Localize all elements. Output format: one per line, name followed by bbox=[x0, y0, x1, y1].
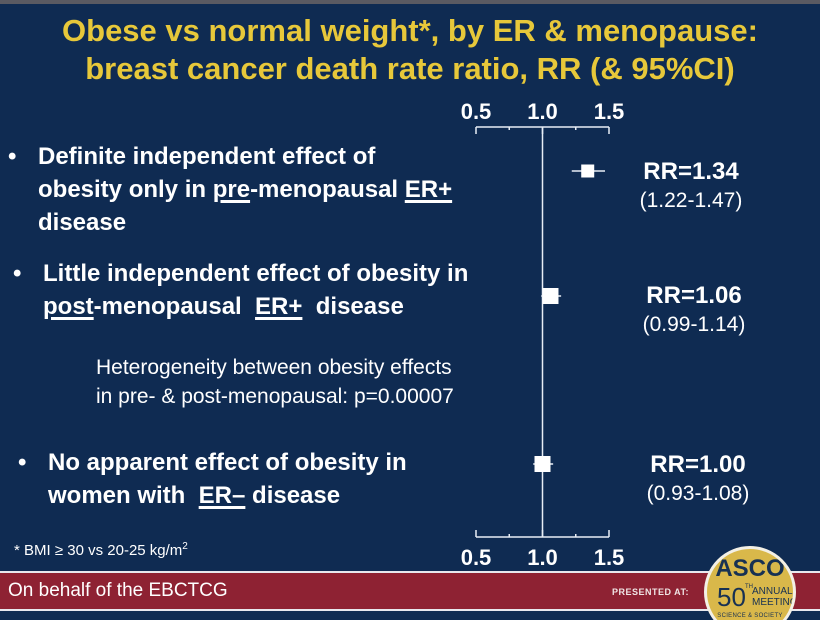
rr-value: RR=1.00 bbox=[650, 451, 746, 478]
tick-label: 1.5 bbox=[594, 545, 625, 570]
rr-value: RR=1.06 bbox=[646, 282, 742, 309]
footer-line-top bbox=[0, 571, 820, 573]
bullet-segment: Little independent effect of obesity in bbox=[43, 260, 469, 287]
footnote-superscript: 2 bbox=[182, 541, 188, 552]
bullet-text: No apparent effect of obesity in women wi… bbox=[48, 449, 407, 509]
tick-label: 1.5 bbox=[594, 99, 625, 124]
bullet-dot: • bbox=[13, 260, 22, 287]
rr-label-er-negative: RR=1.00 (0.93-1.08) bbox=[618, 450, 778, 508]
asco-logo-badge: ASCO 50 TH ANNUAL MEETING SCIENCE & SOCI… bbox=[704, 546, 796, 620]
bullet-segment: No apparent effect of obesity in bbox=[48, 449, 407, 476]
rr-value: RR=1.34 bbox=[643, 158, 739, 185]
underlined-text: ER– bbox=[198, 482, 246, 509]
bullet-text: Definite independent effect of obesity on… bbox=[38, 143, 452, 236]
slide-title: Obese vs normal weight*, by ER & menopau… bbox=[0, 12, 820, 88]
top-strip bbox=[0, 0, 820, 4]
badge-suffix: TH bbox=[745, 584, 753, 590]
rr-label-pre-menopausal: RR=1.34 (1.22-1.47) bbox=[611, 157, 771, 215]
point-estimate-marker bbox=[534, 456, 551, 472]
point-estimate-marker bbox=[581, 164, 595, 178]
bullet-dot: • bbox=[18, 449, 27, 476]
bullet-segment: -menopausal bbox=[93, 293, 256, 320]
footer-band bbox=[0, 573, 820, 609]
point-estimate-marker bbox=[542, 288, 559, 304]
badge-tagline: SCIENCE & SOCIETY bbox=[717, 613, 783, 619]
bullet-segment: disease bbox=[38, 209, 127, 236]
rr-ci: (1.22-1.47) bbox=[639, 189, 743, 212]
rr-ci: (0.99-1.14) bbox=[642, 313, 746, 336]
heterogeneity-line-2: in pre- & post-menopausal: p=0.00007 bbox=[96, 385, 454, 408]
tick-label: 1.0 bbox=[527, 545, 558, 570]
rr-ci: (0.93-1.08) bbox=[646, 482, 750, 505]
title-line-2: breast cancer death rate ratio, RR (& 95… bbox=[85, 51, 735, 86]
rr-label-post-menopausal: RR=1.06 (0.99-1.14) bbox=[614, 281, 774, 339]
bullet-post-menopausal: • Little independent effect of obesity i… bbox=[13, 257, 543, 323]
heterogeneity-line-1: Heterogeneity between obesity effects bbox=[96, 356, 452, 379]
bottom-axis: 0.5 1.0 1.5 bbox=[461, 530, 625, 570]
bullet-pre-menopausal: • Definite independent effect of obesity … bbox=[8, 140, 538, 239]
bullet-dot: • bbox=[8, 143, 17, 170]
bullet-segment: -menopausal bbox=[250, 176, 405, 203]
underlined-text: post bbox=[43, 293, 94, 320]
footer-line-bottom bbox=[0, 609, 820, 611]
bullet-text: Little independent effect of obesity in p… bbox=[43, 260, 468, 320]
bullet-segment: obesity only in bbox=[38, 176, 213, 203]
footnote-text: * BMI ≥ 30 vs 20-25 kg/m bbox=[14, 542, 183, 559]
bullet-segment: disease bbox=[245, 482, 341, 509]
badge-meeting: ANNUAL MEETING bbox=[752, 586, 796, 608]
bullet-segment: women with bbox=[48, 482, 199, 509]
heterogeneity-note: Heterogeneity between obesity effects in… bbox=[96, 353, 454, 411]
badge-name: ASCO bbox=[715, 555, 785, 582]
underlined-text: ER+ bbox=[404, 176, 453, 203]
tick-label: 0.5 bbox=[461, 99, 492, 124]
presented-at-label: PRESENTED AT: bbox=[612, 587, 690, 597]
footer-text: On behalf of the EBCTCG bbox=[8, 580, 228, 601]
badge-number: 50 bbox=[717, 582, 746, 612]
title-line-1: Obese vs normal weight*, by ER & menopau… bbox=[62, 13, 758, 48]
badge-line-1: ANNUAL bbox=[752, 586, 793, 597]
tick-label: 0.5 bbox=[461, 545, 492, 570]
underlined-text: ER+ bbox=[255, 293, 303, 320]
bmi-footnote: * BMI ≥ 30 vs 20-25 kg/m2 bbox=[14, 541, 188, 559]
forest-marks bbox=[533, 164, 606, 472]
bullet-segment: disease bbox=[302, 293, 404, 320]
underlined-text: pre bbox=[212, 176, 251, 203]
bullet-segment: Definite independent effect of bbox=[38, 143, 376, 170]
badge-line-2: MEETING bbox=[752, 597, 796, 608]
bullet-er-negative: • No apparent effect of obesity in women … bbox=[18, 446, 528, 512]
tick-label: 1.0 bbox=[527, 99, 558, 124]
